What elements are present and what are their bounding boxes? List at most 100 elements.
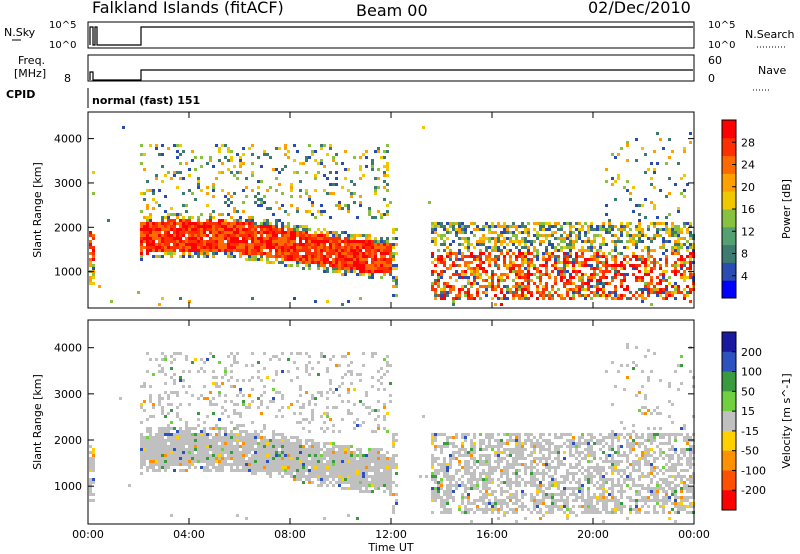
heatmap-cell xyxy=(377,451,380,454)
heatmap-cell xyxy=(152,222,155,225)
heatmap-cell xyxy=(230,436,233,439)
heatmap-cell xyxy=(287,442,290,445)
heatmap-cell xyxy=(341,162,344,165)
heatmap-cell xyxy=(458,243,461,246)
heatmap-cell xyxy=(263,367,266,370)
heatmap-cell xyxy=(317,451,320,454)
heatmap-cell xyxy=(332,267,335,270)
heatmap-cell xyxy=(596,258,599,261)
heatmap-cell xyxy=(347,460,350,463)
heatmap-cell xyxy=(320,210,323,213)
heatmap-cell xyxy=(248,231,251,234)
heatmap-cell xyxy=(368,255,371,258)
heatmap-cell xyxy=(476,481,479,484)
heatmap-cell xyxy=(290,231,293,234)
heatmap-cell xyxy=(179,454,182,457)
heatmap-cell xyxy=(341,463,344,466)
heatmap-cell xyxy=(482,439,485,442)
heatmap-cell xyxy=(683,264,686,267)
heatmap-cell xyxy=(146,439,149,442)
heatmap-cell xyxy=(584,261,587,264)
heatmap-cell xyxy=(395,243,398,246)
heatmap-cell xyxy=(302,267,305,270)
heatmap-cell xyxy=(290,460,293,463)
heatmap-cell xyxy=(251,189,254,192)
heatmap-cell xyxy=(371,355,374,358)
heatmap-cell xyxy=(281,246,284,249)
heatmap-cell xyxy=(365,457,368,460)
heatmap-cell xyxy=(500,505,503,508)
heatmap-cell xyxy=(527,288,530,291)
heatmap-cell xyxy=(266,219,269,222)
heatmap-cell xyxy=(440,496,443,499)
heatmap-cell xyxy=(281,415,284,418)
heatmap-cell xyxy=(221,144,224,147)
heatmap-cell xyxy=(233,412,236,415)
heatmap-cell xyxy=(533,234,536,237)
heatmap-cell xyxy=(158,454,161,457)
heatmap-cell xyxy=(308,264,311,267)
heatmap-cell xyxy=(359,270,362,273)
heatmap-cell xyxy=(200,249,203,252)
heatmap-cell xyxy=(350,246,353,249)
heatmap-cell xyxy=(140,222,143,225)
heatmap-cell xyxy=(653,291,656,294)
heatmap-cell xyxy=(578,237,581,240)
heatmap-cell xyxy=(377,424,380,427)
heatmap-cell xyxy=(500,249,503,252)
heatmap-cell xyxy=(440,243,443,246)
heatmap-cell xyxy=(260,234,263,237)
heatmap-cell xyxy=(461,436,464,439)
heatmap-cell xyxy=(245,237,248,240)
heatmap-cell xyxy=(317,258,320,261)
heatmap-cell xyxy=(158,255,161,258)
heatmap-cell xyxy=(512,433,515,436)
heatmap-cell xyxy=(215,237,218,240)
heatmap-cell xyxy=(197,243,200,246)
heatmap-cell xyxy=(341,246,344,249)
heatmap-cell xyxy=(278,237,281,240)
heatmap-cell xyxy=(473,222,476,225)
heatmap-cell xyxy=(197,424,200,427)
heatmap-cell xyxy=(290,451,293,454)
heatmap-cell xyxy=(476,508,479,511)
heatmap-cell xyxy=(539,225,542,228)
heatmap-cell xyxy=(668,282,671,285)
heatmap-cell xyxy=(221,376,224,379)
heatmap-cell xyxy=(170,246,173,249)
heatmap-cell xyxy=(662,270,665,273)
heatmap-cell xyxy=(389,481,392,484)
heatmap-cell xyxy=(185,391,188,394)
heatmap-cell xyxy=(284,451,287,454)
heatmap-cell xyxy=(650,183,653,186)
heatmap-cell xyxy=(656,234,659,237)
heatmap-cell xyxy=(491,472,494,475)
heatmap-cell xyxy=(311,246,314,249)
heatmap-cell xyxy=(215,177,218,180)
heatmap-cell xyxy=(296,258,299,261)
heatmap-cell xyxy=(326,427,329,430)
heatmap-cell xyxy=(629,192,632,195)
heatmap-cell xyxy=(146,430,149,433)
heatmap-cell xyxy=(575,261,578,264)
heatmap-cell xyxy=(389,466,392,469)
heatmap-cell xyxy=(182,454,185,457)
heatmap-cell xyxy=(491,493,494,496)
heatmap-cell xyxy=(161,430,164,433)
heatmap-cell xyxy=(200,466,203,469)
heatmap-cell xyxy=(263,445,266,448)
heatmap-cell xyxy=(563,240,566,243)
heatmap-cell xyxy=(338,430,341,433)
heatmap-cell xyxy=(578,288,581,291)
heatmap-cell xyxy=(521,240,524,243)
heatmap-cell xyxy=(368,484,371,487)
heatmap-cell xyxy=(329,454,332,457)
heatmap-cell xyxy=(515,454,518,457)
heatmap-cell xyxy=(545,472,548,475)
heatmap-cell xyxy=(515,457,518,460)
heatmap-cell xyxy=(227,436,230,439)
heatmap-cell xyxy=(341,469,344,472)
heatmap-cell xyxy=(497,448,500,451)
heatmap-cell xyxy=(338,207,341,210)
heatmap-cell xyxy=(152,192,155,195)
